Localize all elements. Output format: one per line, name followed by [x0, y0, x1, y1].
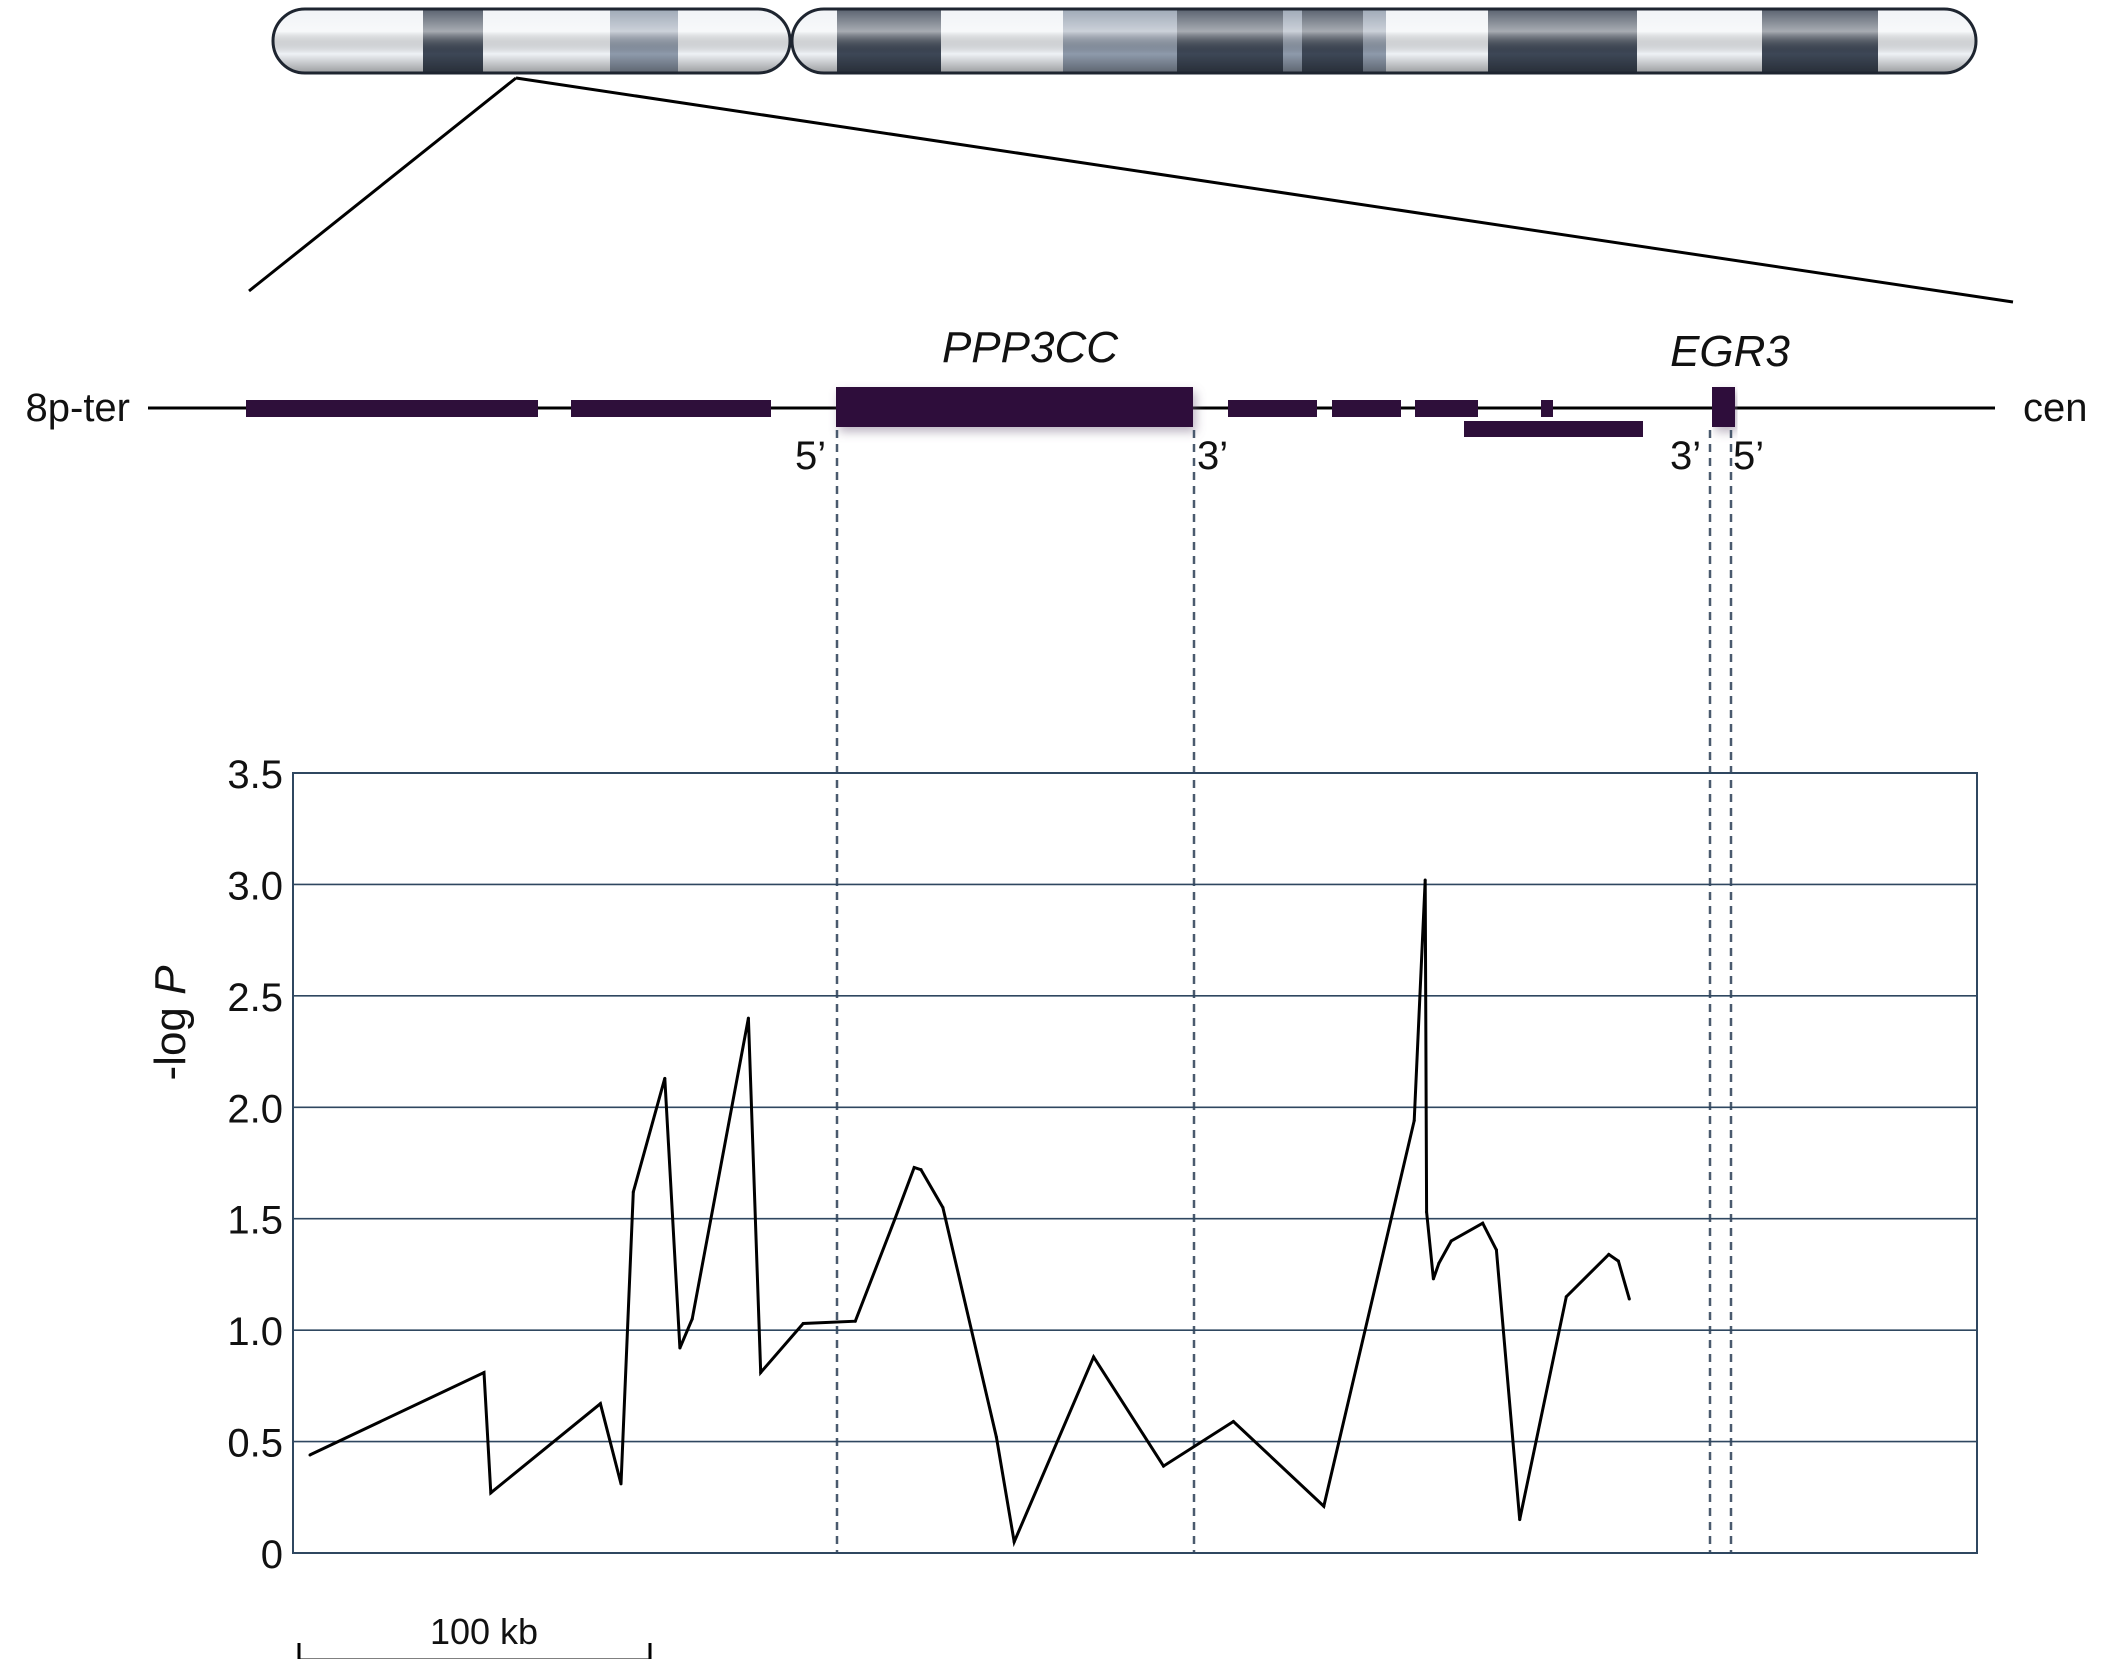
association-plot: 0 0.5 1.0 1.5 2.0 2.5 3.0 3.5 -log P: [146, 753, 1978, 1577]
data-point: [1607, 1252, 1611, 1256]
cen-label: cen: [2023, 386, 2088, 430]
data-point: [1423, 878, 1427, 882]
data-point: [690, 1317, 694, 1321]
data-point: [919, 1168, 923, 1172]
data-point: [308, 1453, 312, 1457]
data-point: [1437, 1261, 1441, 1265]
y-tick-labels: 0 0.5 1.0 1.5 2.0 2.5 3.0 3.5: [227, 753, 283, 1577]
data-point: [1494, 1248, 1498, 1252]
data-point: [631, 1190, 635, 1194]
transcript-segments: [246, 400, 1643, 437]
q-arm-outline: [790, 7, 1978, 75]
scale-bar-label: 100 kb: [430, 1611, 538, 1652]
series-group: [308, 878, 1631, 1548]
data-point: [801, 1321, 805, 1325]
data-point: [759, 1370, 763, 1374]
y-tick-label: 1.5: [227, 1199, 283, 1243]
y-gridlines: [293, 883, 1977, 1443]
egr3-3prime-label: 3’: [1670, 434, 1701, 478]
gene-segment: [1541, 400, 1553, 417]
y-tick-label: 2.5: [227, 976, 283, 1020]
data-point: [489, 1491, 493, 1495]
gene-segment: [1332, 400, 1401, 417]
y-axis-label-italic: P: [146, 965, 195, 995]
data-point: [678, 1346, 682, 1350]
scale-bar-line: [297, 1643, 652, 1659]
ppp3cc-gene: [836, 387, 1193, 427]
data-point: [1162, 1464, 1166, 1468]
y-tick-label: 2.0: [227, 1087, 283, 1131]
zoom-line-left: [248, 76, 517, 293]
data-point: [893, 1217, 897, 1221]
y-tick-label: 3.0: [227, 864, 283, 908]
y-axis-label-prefix: -log: [146, 995, 195, 1081]
data-point: [1012, 1540, 1016, 1544]
data-point: [1322, 1504, 1326, 1508]
data-point: [1481, 1221, 1485, 1225]
association-line-series-0: [309, 879, 1631, 1548]
ppp3cc-5prime-label: 5’: [795, 434, 826, 478]
gene-map: 8p-ter cen PPP3CC EGR3 5’ 3’ 3’ 5’: [26, 323, 2088, 478]
ppp3cc-3prime-label: 3’: [1197, 434, 1228, 478]
data-point: [853, 1319, 857, 1323]
chromosome-ideogram: [271, 7, 1978, 75]
p-arm-shading: [273, 9, 790, 73]
data-point: [1431, 1277, 1435, 1281]
y-tick-label: 0.5: [227, 1422, 283, 1466]
egr3-5prime-label: 5’: [1733, 434, 1764, 478]
data-point: [746, 1016, 750, 1020]
scale-bar: 100 kb: [297, 1611, 652, 1659]
data-point: [1425, 1210, 1429, 1214]
data-point: [912, 1165, 916, 1169]
data-point: [619, 1482, 623, 1486]
y-tick-label: 0: [261, 1533, 283, 1577]
data-point: [1449, 1239, 1453, 1243]
data-point: [663, 1076, 667, 1080]
data-point: [1518, 1518, 1522, 1522]
data-point: [1412, 1119, 1416, 1123]
gene-segment: [1415, 400, 1478, 417]
data-point: [1564, 1295, 1568, 1299]
data-point: [598, 1402, 602, 1406]
egr3-label: EGR3: [1670, 327, 1790, 376]
pter-label: 8p-ter: [26, 386, 131, 430]
egr3-gene: [1712, 387, 1735, 427]
data-point: [1231, 1420, 1235, 1424]
gene-segment: [571, 400, 771, 417]
gene-boundary-guides: [835, 430, 1733, 1553]
gene-segment: [1228, 400, 1317, 417]
gene-segment: [1464, 421, 1643, 437]
plot-frame: [292, 772, 1978, 1554]
data-point: [482, 1370, 486, 1374]
data-point: [1092, 1355, 1096, 1359]
q-arm-shading: [792, 9, 1976, 73]
data-point: [1616, 1259, 1620, 1263]
data-point: [941, 1206, 945, 1210]
y-tick-label: 1.0: [227, 1310, 283, 1354]
zoom-line-right: [515, 76, 2014, 304]
p-arm-outline: [271, 7, 792, 75]
ppp3cc-label: PPP3CC: [942, 323, 1119, 372]
gene-segment: [246, 400, 538, 417]
data-point: [994, 1435, 998, 1439]
y-axis-label: -log P: [146, 965, 195, 1081]
data-point: [1627, 1297, 1631, 1301]
y-tick-label: 3.5: [227, 753, 283, 797]
